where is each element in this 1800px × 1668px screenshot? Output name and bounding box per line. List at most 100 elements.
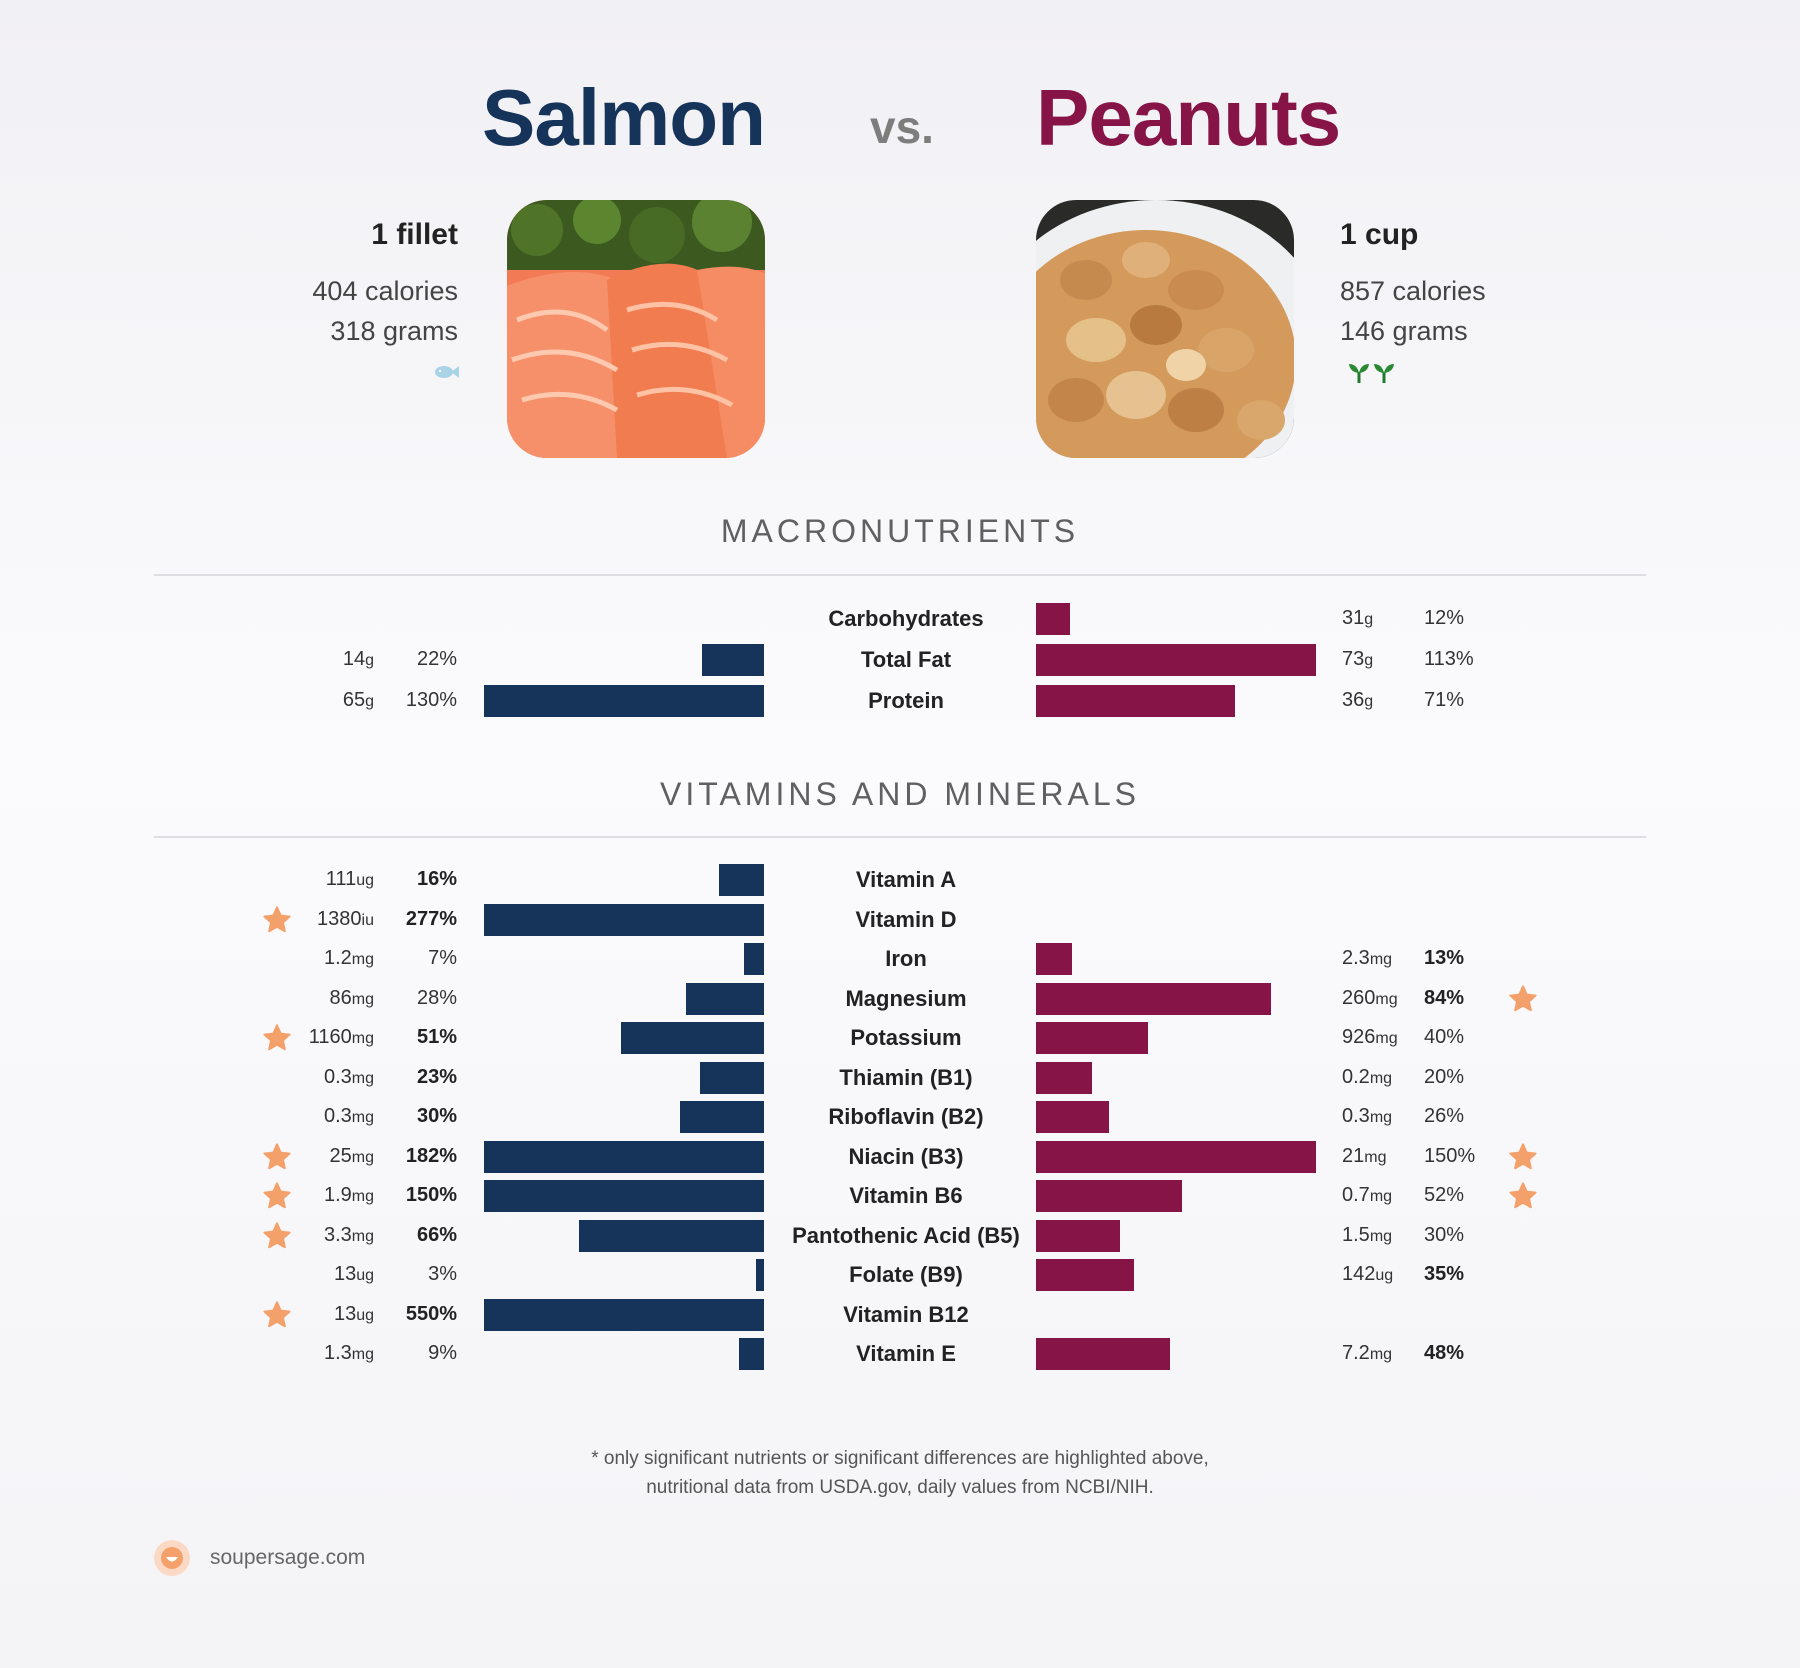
nutrient-label-pantothenic-acid-b5: Pantothenic Acid (B5) [792, 1222, 1020, 1248]
salmon-grams: 318 grams [330, 316, 458, 346]
salmon-percent-thiamin-b1: 23% [416, 1065, 457, 1088]
peanuts-percent-magnesium: 84% [1424, 986, 1465, 1009]
amount-unit: mg [1369, 1109, 1393, 1126]
amount-unit: g [1364, 652, 1374, 669]
peanuts-amount-carbohydrates: 31g [1342, 607, 1373, 630]
vitamins-heading: VITAMINS AND MINERALS [660, 776, 1140, 812]
salmon-amount-vitamin-d: 1380iu [317, 908, 374, 931]
salmon-amount-vitamin-e: 1.3mg [324, 1342, 374, 1365]
amount-unit: iu [361, 911, 374, 929]
amount-value: 13 [333, 1302, 357, 1325]
amount-unit: g [365, 693, 374, 710]
amount-unit: mg [1369, 1227, 1393, 1245]
amount-value: 13 [333, 1263, 357, 1285]
peanuts-bar-riboflavin-b2 [1036, 1101, 1109, 1133]
nutrient-label-protein: Protein [868, 688, 944, 713]
salmon-bar-vitamin-e [738, 1338, 764, 1370]
peanuts-amount-vitamin-e: 7.2mg [1342, 1342, 1392, 1365]
amount-value: 65 [342, 689, 366, 711]
peanuts-percent-riboflavin-b2: 26% [1424, 1105, 1465, 1127]
peanuts-amount-vitamin-b6: 0.7mg [1342, 1184, 1392, 1207]
amount-unit: mg [351, 1227, 374, 1245]
nutrient-label-vitamin-a: Vitamin A [855, 867, 957, 892]
salmon-percent-iron: 7% [428, 947, 457, 969]
soupersage-logo [154, 1540, 190, 1576]
peanuts-amount-iron: 2.3mg [1342, 947, 1392, 970]
star-icon [262, 1300, 292, 1330]
amount-unit: mg [1375, 990, 1398, 1008]
star-icon [1508, 1142, 1538, 1172]
salmon-percent-niacin-b3: 182% [405, 1144, 457, 1167]
peanuts-serving: 1 cup [1340, 218, 1419, 251]
amount-value: 31 [1342, 607, 1365, 629]
salmon-amount-niacin-b3: 25mg [330, 1145, 374, 1168]
amount-value: 260 [1342, 986, 1376, 1009]
salmon-amount-potassium: 1160mg [309, 1026, 374, 1049]
amount-unit: ug [356, 872, 374, 889]
salmon-amount-vitamin-b12: 13ug [334, 1303, 374, 1326]
footnote-line-2: nutritional data from USDA.gov, daily va… [646, 1477, 1154, 1498]
nutrient-label-total-fat: Total Fat [860, 647, 952, 672]
amount-unit: g [1364, 611, 1374, 628]
peanuts-percent-vitamin-b6: 52% [1424, 1184, 1465, 1206]
salmon-amount-folate-b9: 13ug [334, 1263, 374, 1286]
star-icon [262, 1181, 292, 1211]
nutrient-label-folate-b9: Folate (B9) [849, 1262, 963, 1287]
amount-unit: mg [351, 1148, 374, 1166]
amount-value: 7.2 [1342, 1342, 1370, 1364]
amount-value: 0.3 [323, 1105, 352, 1127]
nutrient-label-iron: Iron [885, 946, 927, 971]
nutrient-label-vitamin-e: Vitamin E [856, 1341, 956, 1366]
peanuts-bar-total-fat [1036, 644, 1316, 676]
amount-unit: mg [351, 1188, 374, 1205]
nutrient-label-niacin-b3: Niacin (B3) [848, 1143, 964, 1169]
salmon-percent-folate-b9: 3% [428, 1263, 457, 1285]
amount-value: 0.3 [1342, 1105, 1370, 1127]
peanuts-grams: 146 grams [1340, 316, 1468, 346]
peanuts-calories: 857 calories [1340, 276, 1486, 306]
peanuts-bar-pantothenic-acid-b5 [1036, 1219, 1120, 1252]
peanuts-percent-total-fat: 113% [1424, 648, 1474, 670]
star-icon [262, 905, 292, 935]
amount-value: 111 [325, 868, 357, 890]
sprout-icon [1348, 362, 1396, 384]
nutrient-label-vitamin-d: Vitamin D [855, 906, 957, 932]
peanuts-amount-folate-b9: 142ug [1342, 1263, 1393, 1286]
salmon-amount-total-fat: 14g [343, 648, 374, 671]
amount-value: 1380 [317, 907, 362, 930]
peanuts-bar-thiamin-b1 [1036, 1061, 1092, 1094]
nutrient-label-riboflavin-b2: Riboflavin (B2) [828, 1104, 984, 1129]
peanuts-title: Peanuts [1036, 73, 1341, 162]
fish-icon [434, 364, 460, 380]
salmon-percent-vitamin-b12: 550% [405, 1302, 457, 1325]
peanuts-bar-folate-b9 [1036, 1259, 1134, 1291]
amount-unit: ug [1375, 1267, 1394, 1284]
salmon-percent-riboflavin-b2: 30% [416, 1105, 457, 1127]
footnote: * only significant nutrients or signific… [0, 1444, 1800, 1502]
site-link[interactable]: soupersage.com [210, 1546, 366, 1569]
peanuts-bar-protein [1036, 685, 1235, 717]
peanuts-percent-potassium: 40% [1424, 1026, 1465, 1048]
amount-value: 36 [1342, 689, 1365, 711]
peanuts-amount-magnesium: 260mg [1342, 987, 1398, 1010]
peanuts-bar-potassium [1036, 1022, 1148, 1054]
amount-value: 0.7 [1342, 1184, 1370, 1206]
amount-value: 0.2 [1342, 1065, 1370, 1088]
salmon-bar-magnesium [685, 982, 764, 1015]
amount-value: 21 [1342, 1144, 1365, 1167]
macronutrients-heading: MACRONUTRIENTS [720, 513, 1080, 549]
peanuts-percent-folate-b9: 35% [1424, 1263, 1465, 1285]
amount-value: 25 [329, 1144, 352, 1167]
salmon-bar-vitamin-b6 [484, 1180, 764, 1212]
salmon-percent-potassium: 51% [416, 1026, 457, 1048]
amount-value: 1.9 [323, 1184, 352, 1206]
peanuts-percent-thiamin-b1: 20% [1424, 1065, 1465, 1088]
amount-value: 14 [342, 648, 366, 670]
salmon-bar-niacin-b3 [484, 1140, 764, 1173]
amount-unit: mg [1369, 951, 1393, 968]
salmon-amount-iron: 1.2mg [324, 947, 374, 970]
salmon-bar-vitamin-a [719, 864, 764, 896]
vs-label: vs. [870, 101, 934, 153]
nutrient-label-potassium: Potassium [850, 1025, 962, 1050]
salmon-bar-vitamin-d [484, 903, 764, 936]
